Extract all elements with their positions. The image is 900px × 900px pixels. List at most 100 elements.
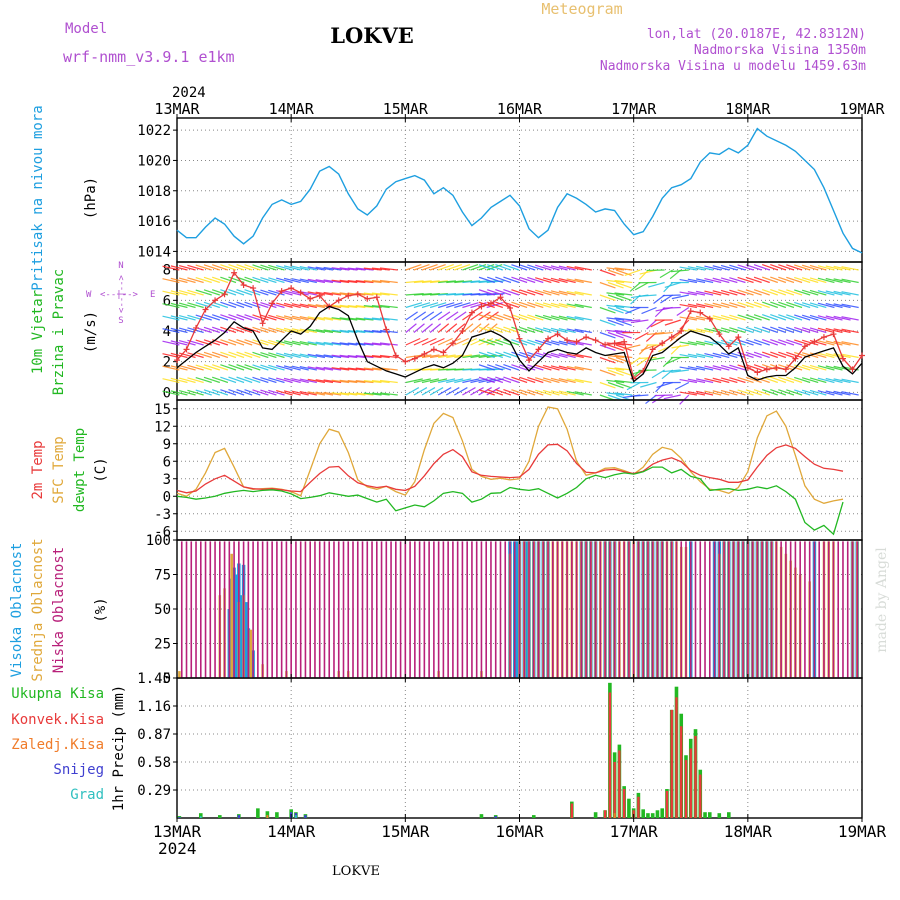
wind-unit: (m/s)	[83, 311, 99, 353]
wind-arrow	[347, 317, 366, 321]
footer-station: LOKVE	[332, 864, 380, 879]
cloud-bar	[523, 541, 526, 678]
wind-arrow	[413, 337, 429, 346]
wind-arrow	[170, 352, 188, 359]
wind-arrow	[606, 279, 625, 284]
wind-arrow	[299, 328, 317, 334]
wind-arrow	[430, 293, 448, 296]
wind-gust-marker	[392, 352, 399, 359]
wind-arrow	[607, 369, 624, 376]
cloud-bar	[499, 541, 502, 678]
wind-arrow	[454, 293, 473, 296]
wind-gust-marker	[316, 292, 323, 299]
wind-arrow	[841, 353, 859, 359]
wind-arrow	[187, 264, 204, 271]
wind-arrow	[162, 390, 180, 396]
precip-bar	[650, 813, 655, 818]
precip-bar	[637, 796, 640, 818]
wind-arrow	[841, 278, 859, 284]
precip-bar	[627, 798, 631, 818]
wind-arrow	[696, 290, 714, 296]
wind-gust-marker	[478, 303, 485, 310]
wind-gust-marker	[649, 346, 656, 353]
wind-gust-marker	[373, 294, 380, 301]
wind-arrow	[662, 294, 681, 297]
precip-bar	[265, 811, 270, 818]
wind-arrow	[203, 376, 220, 384]
wind-arrow	[228, 314, 245, 321]
wind-ytick-label: 4	[163, 324, 171, 340]
wind-arrow	[470, 293, 489, 296]
wind-arrow	[260, 276, 277, 284]
wind-arrow	[614, 379, 633, 384]
cloud-bar	[414, 541, 416, 678]
wind-arrow	[574, 391, 592, 396]
wind-arrow	[220, 289, 237, 296]
cloud-bar	[437, 541, 440, 678]
wind-gust-marker	[820, 334, 827, 341]
wind-arrow	[825, 327, 843, 334]
wind-arrow	[252, 326, 269, 334]
cloud-bar	[494, 541, 497, 678]
wind-arrow	[599, 319, 616, 326]
wind-arrow	[550, 277, 568, 284]
wind-gust-marker	[792, 355, 799, 362]
cloud-bar	[732, 541, 735, 678]
cloud-bar	[618, 541, 621, 678]
precip-bar	[199, 816, 202, 818]
cloud-bar	[685, 541, 687, 678]
wind-arrow	[615, 344, 632, 351]
wind-arrow	[607, 281, 624, 289]
wind-arrow	[170, 265, 188, 271]
wind-arrow	[527, 339, 544, 346]
cloud-bar	[290, 541, 292, 678]
cloud-bar	[239, 595, 243, 678]
wind-arrow	[339, 279, 358, 284]
cloud-bar	[409, 541, 411, 678]
wind-arrow	[511, 364, 528, 371]
wind-arrow	[841, 341, 859, 346]
wind-arrow	[624, 269, 641, 277]
wind-arrow	[511, 301, 528, 309]
wind-arrow	[664, 281, 681, 289]
wind-arrow	[260, 364, 277, 371]
wind-arrow	[753, 264, 770, 271]
wind-arrow	[558, 290, 576, 296]
wind-arrow	[187, 302, 204, 309]
cloud-bar	[770, 541, 773, 678]
wind-gust-marker	[411, 355, 418, 362]
wind-arrow	[599, 294, 616, 301]
wind-arrow	[527, 389, 544, 396]
pressure-labels: Pritisak na nivou mora (hPa)	[30, 105, 99, 290]
wind-arrow	[178, 377, 196, 384]
wind-arrow	[495, 364, 512, 371]
cloud-bar	[851, 541, 854, 678]
wind-arrow	[453, 311, 467, 321]
cloud-bar	[837, 541, 840, 678]
wind-arrow	[614, 317, 633, 321]
wind-arrow	[712, 377, 730, 384]
wind-arrow	[429, 337, 445, 346]
wind-arrow	[566, 303, 584, 309]
wind-arrow	[704, 390, 722, 396]
wind-arrow	[291, 328, 309, 334]
pressure-axis-name: Pritisak na nivou mora	[30, 105, 46, 290]
wind-arrow	[745, 376, 762, 384]
wind-arrow	[470, 387, 484, 396]
wind-arrow	[712, 390, 730, 396]
compass-s: S	[118, 316, 123, 326]
wind-arrow	[371, 279, 390, 284]
wind-arrow	[519, 364, 536, 371]
wind-arrow	[503, 314, 520, 321]
precip-bar	[198, 813, 203, 818]
wind-arrow	[446, 354, 464, 359]
wind-arrow	[503, 339, 520, 346]
wind-arrow	[687, 328, 706, 334]
wind-arrow	[170, 290, 188, 296]
wind-arrow	[244, 276, 261, 284]
wind-arrow	[651, 369, 665, 379]
wind-arrow	[607, 381, 624, 389]
wind-arrow	[640, 381, 657, 388]
wind-arrow	[260, 389, 277, 396]
wind-arrow	[228, 264, 245, 271]
